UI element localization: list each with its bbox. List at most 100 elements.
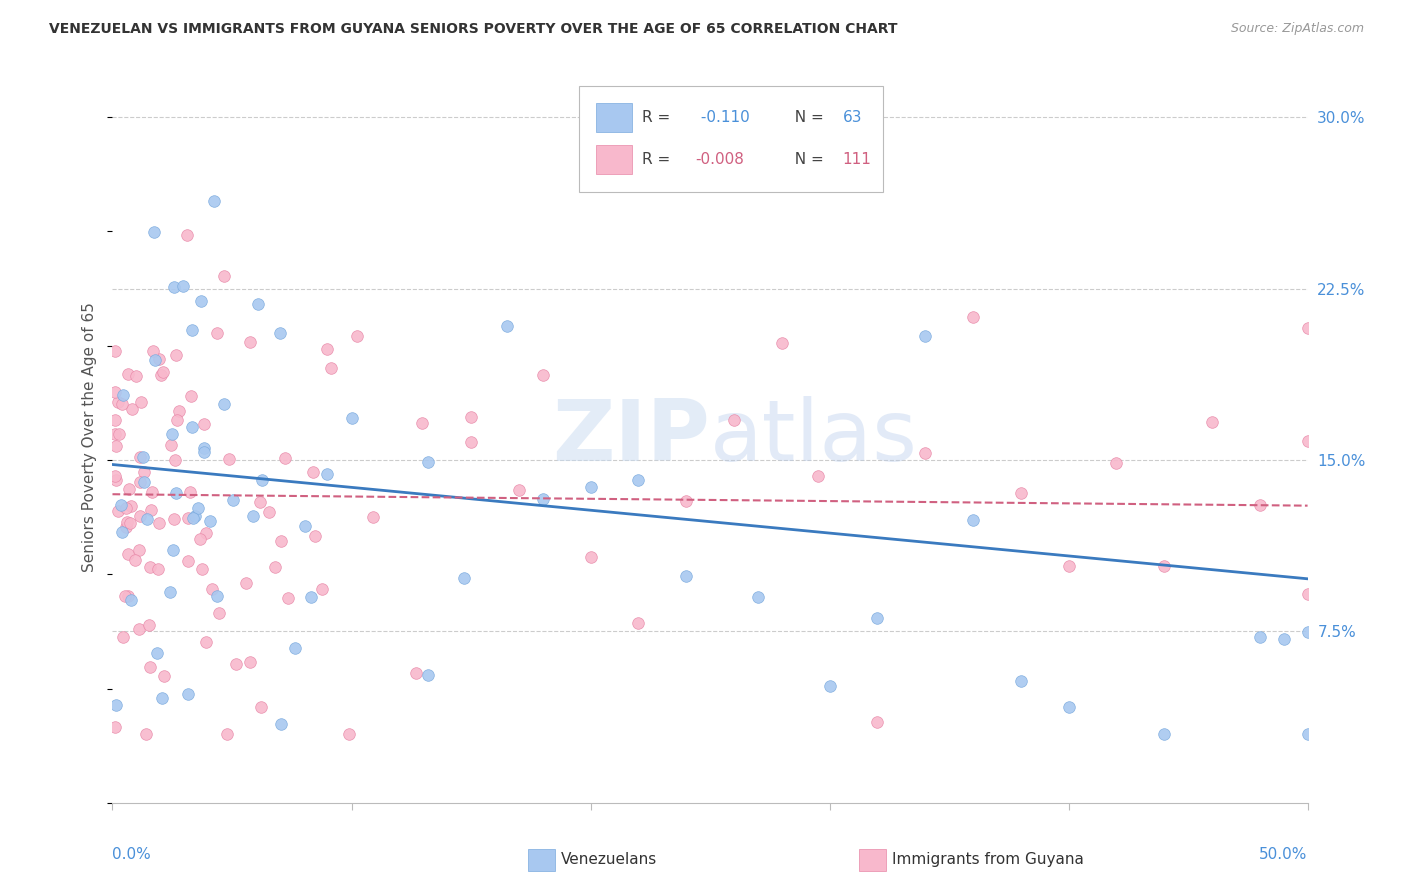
- Text: Venezuelans: Venezuelans: [561, 853, 657, 867]
- Point: [179, 485, 201, 500]
- Point: [188, 532, 211, 546]
- Text: -0.110: -0.110: [696, 110, 749, 125]
- Text: Source: ZipAtlas.com: Source: ZipAtlas.com: [1230, 22, 1364, 36]
- Point: [202, 194, 225, 209]
- Point: [177, 511, 200, 525]
- Point: [150, 690, 173, 705]
- Point: [124, 369, 146, 384]
- Point: [225, 657, 247, 671]
- Point: [361, 510, 384, 524]
- Text: atlas: atlas: [710, 395, 918, 479]
- Point: [132, 475, 155, 490]
- Point: [1296, 321, 1319, 335]
- Point: [120, 593, 142, 607]
- Point: [1296, 434, 1319, 448]
- Point: [104, 385, 127, 400]
- Point: [740, 137, 762, 152]
- Point: [531, 491, 554, 506]
- Point: [104, 698, 127, 712]
- Text: N =: N =: [786, 152, 830, 167]
- Point: [1272, 632, 1295, 647]
- Point: [627, 616, 650, 631]
- Point: [198, 514, 221, 528]
- Point: [1105, 456, 1128, 470]
- Point: [111, 397, 134, 411]
- Point: [184, 508, 207, 523]
- Point: [117, 367, 139, 381]
- Point: [315, 467, 337, 481]
- Point: [107, 504, 129, 518]
- Point: [150, 368, 173, 382]
- FancyBboxPatch shape: [596, 103, 633, 132]
- Point: [115, 515, 138, 529]
- Point: [460, 409, 482, 424]
- Point: [405, 665, 427, 680]
- Point: [107, 427, 129, 442]
- Point: [1201, 415, 1223, 429]
- Point: [159, 438, 181, 452]
- Point: [172, 278, 194, 293]
- Point: [139, 659, 162, 673]
- Point: [866, 714, 889, 729]
- Point: [1249, 498, 1271, 512]
- Point: [337, 727, 360, 741]
- Point: [112, 630, 135, 644]
- Point: [508, 483, 530, 497]
- Point: [274, 450, 297, 465]
- Point: [128, 475, 150, 490]
- Point: [163, 280, 186, 294]
- Point: [128, 622, 150, 636]
- Text: R =: R =: [643, 152, 675, 167]
- Point: [176, 228, 198, 243]
- FancyBboxPatch shape: [529, 849, 554, 871]
- Point: [117, 590, 139, 604]
- Point: [249, 494, 271, 508]
- Y-axis label: Seniors Poverty Over the Age of 65: Seniors Poverty Over the Age of 65: [82, 302, 97, 572]
- Point: [1249, 630, 1271, 644]
- Point: [194, 525, 217, 540]
- Point: [166, 413, 188, 427]
- Point: [411, 417, 433, 431]
- Point: [146, 562, 169, 576]
- Point: [134, 465, 156, 479]
- Point: [304, 528, 326, 542]
- Point: [159, 584, 181, 599]
- Point: [117, 548, 139, 562]
- Point: [146, 647, 169, 661]
- Point: [110, 498, 132, 512]
- Point: [153, 669, 176, 683]
- Point: [495, 319, 517, 334]
- Point: [1057, 699, 1080, 714]
- Point: [962, 513, 984, 527]
- Point: [177, 687, 200, 701]
- Point: [107, 395, 129, 409]
- Point: [1153, 558, 1175, 573]
- Point: [235, 575, 257, 590]
- Point: [135, 727, 157, 741]
- Point: [807, 469, 830, 483]
- Point: [139, 503, 162, 517]
- Point: [222, 493, 245, 508]
- Point: [141, 484, 163, 499]
- Point: [340, 410, 363, 425]
- FancyBboxPatch shape: [579, 86, 883, 192]
- Text: 50.0%: 50.0%: [1260, 847, 1308, 862]
- Point: [165, 486, 187, 500]
- Point: [131, 450, 153, 464]
- Point: [284, 640, 307, 655]
- Text: Immigrants from Guyana: Immigrants from Guyana: [891, 853, 1084, 867]
- Point: [180, 389, 202, 403]
- Point: [177, 554, 200, 568]
- Point: [104, 412, 127, 426]
- Point: [193, 441, 215, 455]
- Point: [962, 310, 984, 325]
- Point: [208, 606, 231, 620]
- Point: [270, 716, 292, 731]
- Point: [139, 559, 162, 574]
- Point: [193, 445, 215, 459]
- FancyBboxPatch shape: [859, 849, 886, 871]
- Point: [138, 618, 160, 632]
- Text: -0.008: -0.008: [696, 152, 745, 167]
- Point: [315, 342, 337, 356]
- Point: [723, 413, 745, 427]
